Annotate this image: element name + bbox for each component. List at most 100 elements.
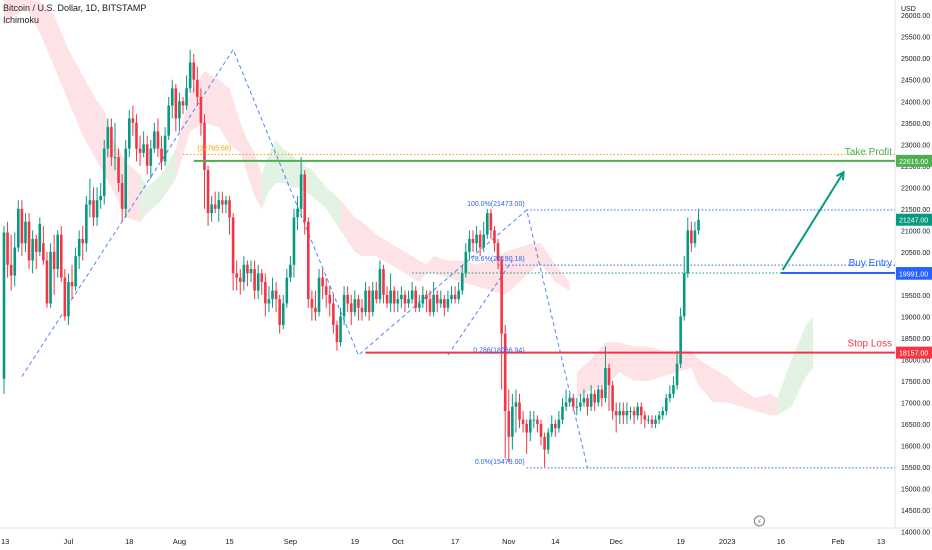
candle-body	[199, 96, 203, 123]
stop-loss-label: Stop Loss	[848, 339, 892, 350]
candle-body	[625, 411, 629, 416]
ichimoku-cloud-bull-1	[140, 148, 176, 222]
candle-body	[181, 101, 185, 106]
last-price-badge: 21247.00	[899, 218, 928, 225]
candle-body	[564, 402, 568, 407]
candle-body	[81, 238, 85, 244]
time-tick-label: Jul	[64, 537, 74, 546]
time-tick-label: 2023	[719, 537, 736, 546]
candle-body	[550, 423, 554, 433]
candle-body	[450, 294, 453, 300]
price-tick-label: 15500.00	[901, 465, 930, 472]
candle-body	[353, 299, 357, 313]
candle-body	[317, 277, 321, 313]
candle-body	[392, 290, 396, 304]
candle-body	[235, 273, 238, 278]
candle-body	[528, 419, 532, 433]
candle-body	[357, 299, 360, 308]
ichimoku-cloud-bear-3	[340, 200, 570, 295]
candle-body	[417, 303, 421, 308]
ichimoku-cloud-bull-3	[777, 316, 814, 416]
candle-body	[231, 217, 235, 274]
candle-body	[99, 195, 102, 201]
time-tick-label: 16	[777, 537, 785, 546]
time-tick-label: Feb	[832, 537, 845, 546]
price-tick-label: 23000.00	[901, 142, 930, 149]
candle-body	[34, 238, 38, 252]
candle-body	[238, 277, 242, 282]
candle-body	[518, 402, 521, 420]
candle-body	[586, 398, 589, 407]
candle-body	[339, 316, 342, 343]
candle-body	[120, 183, 124, 209]
candle-body	[74, 256, 77, 287]
candle-body	[360, 307, 364, 313]
candle-body	[56, 234, 59, 270]
time-tick-label: Dec	[610, 537, 624, 546]
candle-body	[389, 290, 392, 304]
candle-body	[42, 243, 45, 261]
candle-body	[375, 290, 378, 300]
price-tick-label: 22500.00	[901, 164, 930, 171]
candle-body	[124, 148, 128, 209]
candle-body	[568, 398, 571, 403]
candle-body	[271, 290, 274, 300]
time-tick-label: 14	[551, 537, 559, 546]
time-tick-label: 19	[351, 537, 359, 546]
candle-body	[475, 234, 478, 244]
candle-body	[253, 269, 256, 291]
candle-body	[213, 204, 217, 209]
candle-body	[324, 286, 328, 295]
candle-body	[575, 406, 579, 408]
take-profit-label: Take Profit	[845, 147, 892, 158]
candle-body	[675, 363, 679, 386]
candle-body	[672, 385, 675, 394]
candle-body	[582, 398, 586, 403]
price-tick-label: 16500.00	[901, 422, 930, 429]
candle-body	[525, 423, 528, 433]
candle-body	[457, 290, 460, 300]
candle-body	[128, 118, 131, 149]
candle-body	[49, 251, 52, 304]
candle-body	[2, 232, 6, 379]
price-tick-label: 26000.00	[901, 13, 930, 20]
candle-body	[52, 251, 56, 270]
fib-label: 100.0%(21473.00)	[467, 201, 525, 208]
fib-label: 78.6%(20190.18)	[471, 256, 525, 263]
price-tick-label: 19500.00	[901, 293, 930, 300]
candle-body	[421, 294, 425, 304]
candle-body	[514, 402, 518, 407]
candle-body	[31, 238, 34, 261]
price-tick-label: 20500.00	[901, 250, 930, 257]
candle-body	[246, 264, 249, 274]
candle-body	[196, 79, 199, 97]
candle-body	[224, 200, 228, 205]
candle-body	[661, 411, 665, 416]
price-tick-label: 15000.00	[901, 486, 930, 493]
candle-body	[77, 238, 81, 257]
candle-body	[414, 290, 417, 308]
candle-body	[693, 230, 697, 244]
candle-body	[496, 243, 500, 261]
candle-body	[260, 273, 264, 282]
candle-body	[507, 411, 511, 437]
candle-body	[650, 419, 654, 424]
candle-body	[332, 303, 335, 325]
candle-body	[310, 299, 314, 308]
candle-body	[285, 277, 289, 304]
candle-body	[160, 148, 163, 162]
ichimoku-cloud-bear-1	[4, 0, 141, 222]
time-tick-label: 13	[1, 537, 9, 546]
candle-body	[697, 219, 700, 231]
candle-body	[607, 368, 611, 386]
candle-body	[142, 144, 145, 153]
candle-body	[682, 273, 686, 317]
candle-body	[622, 411, 625, 416]
price-tick-label: 18000.00	[901, 357, 930, 364]
candle-body	[665, 398, 668, 412]
take-profit-price-badge: 22615.00	[899, 159, 928, 166]
candle-body	[378, 269, 382, 300]
candle-body	[145, 144, 149, 166]
candle-body	[464, 251, 468, 274]
candle-body	[274, 290, 278, 300]
